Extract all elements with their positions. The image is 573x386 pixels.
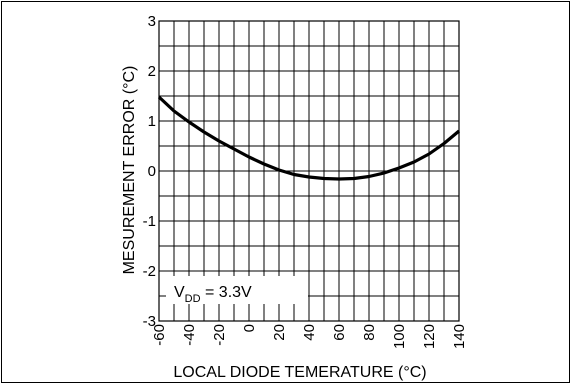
x-tick-label: -20 <box>211 324 228 346</box>
x-axis-label: LOCAL DIODE TEMERATURE (°C) <box>173 364 426 381</box>
x-tick-label: 0 <box>241 324 258 332</box>
y-tick-label: 0 <box>148 163 156 180</box>
y-tick-label: -1 <box>143 213 156 230</box>
x-tick-label: 100 <box>391 324 408 349</box>
vdd-annotation: VDD = 3.3V <box>166 276 308 305</box>
x-tick-label: 80 <box>361 324 378 341</box>
x-tick-label: 40 <box>301 324 318 341</box>
x-tick-labels: -60 -40 -20 0 20 40 60 80 100 120 140 <box>151 324 468 349</box>
y-tick-label: -2 <box>143 263 156 280</box>
y-tick-label: 1 <box>148 113 156 130</box>
x-tick-label: 120 <box>421 324 438 349</box>
y-tick-labels: 3 2 1 0 -1 -2 -3 <box>143 13 156 330</box>
y-axis-label: MESUREMENT ERROR (°C) <box>121 66 138 275</box>
y-tick-label: 3 <box>148 13 156 30</box>
x-tick-label: 20 <box>271 324 288 341</box>
y-tick-label: -3 <box>143 313 156 330</box>
x-tick-label: 60 <box>331 324 348 341</box>
y-tick-label: 2 <box>148 63 156 80</box>
x-tick-label: 140 <box>451 324 468 349</box>
x-tick-label: -40 <box>181 324 198 346</box>
